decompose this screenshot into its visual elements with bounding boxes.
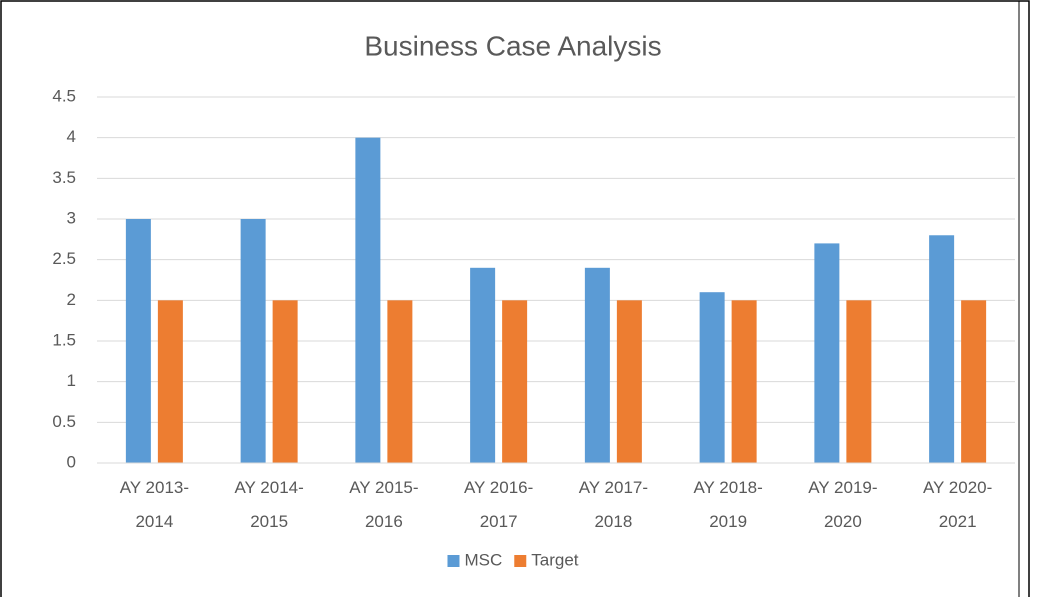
x-tick-line: AY 2017- — [579, 478, 648, 497]
x-tick-label: AY 2019- 2020 — [808, 478, 877, 531]
x-tick-line: 2020 — [824, 512, 862, 531]
bar — [157, 300, 183, 463]
legend-label: MSC — [464, 550, 502, 569]
legend-swatch — [514, 555, 527, 567]
y-tick-label: 3 — [67, 208, 76, 227]
x-tick-line: AY 2015- — [349, 478, 418, 497]
bar — [387, 300, 413, 463]
y-tick-label: 1 — [67, 371, 76, 390]
y-tick-label: 1.5 — [52, 330, 76, 349]
x-tick-label: AY 2013- 2014 — [120, 478, 189, 531]
legend-swatch — [447, 555, 460, 567]
x-tick-label: AY 2015- 2016 — [349, 478, 418, 531]
x-tick-label: AY 2020- 2021 — [923, 478, 992, 531]
y-tick-label: 2.5 — [52, 249, 76, 268]
x-tick-line: 2019 — [709, 512, 747, 531]
x-tick-line: AY 2014- — [234, 478, 303, 497]
bar — [929, 235, 955, 463]
bar — [814, 243, 840, 463]
x-tick-line: AY 2016- — [464, 478, 533, 497]
bar — [125, 219, 151, 463]
legend-label: Target — [531, 550, 579, 569]
bar — [616, 300, 642, 463]
x-tick-line: 2015 — [250, 512, 288, 531]
bar — [272, 300, 298, 463]
y-tick-label: 0 — [67, 452, 76, 471]
x-tick-label: AY 2017- 2018 — [579, 478, 648, 531]
bar — [699, 292, 725, 463]
x-tick-line: 2016 — [365, 512, 403, 531]
chart-title: Business Case Analysis — [364, 30, 661, 61]
x-tick-line: AY 2018- — [693, 478, 762, 497]
x-tick-line: 2017 — [480, 512, 518, 531]
y-tick-label: 3.5 — [52, 168, 76, 187]
x-tick-line: AY 2013- — [120, 478, 189, 497]
bar — [846, 300, 872, 463]
bar — [355, 137, 381, 463]
x-tick-line: AY 2019- — [808, 478, 877, 497]
y-tick-label: 0.5 — [52, 412, 76, 431]
bar — [240, 219, 266, 463]
x-tick-label: AY 2016- 2017 — [464, 478, 533, 531]
x-tick-line: 2014 — [135, 512, 173, 531]
bar — [961, 300, 987, 463]
x-tick-line: 2021 — [939, 512, 977, 531]
x-tick-line: AY 2020- — [923, 478, 992, 497]
x-tick-label: AY 2014- 2015 — [234, 478, 303, 531]
y-tick-label: 2 — [67, 290, 76, 309]
bar — [502, 300, 528, 463]
bar — [731, 300, 757, 463]
y-tick-label: 4 — [67, 127, 76, 146]
x-tick-label: AY 2018- 2019 — [693, 478, 762, 531]
y-tick-label: 4.5 — [52, 86, 76, 105]
x-tick-line: 2018 — [594, 512, 632, 531]
bar — [470, 267, 496, 463]
bar — [584, 267, 610, 463]
